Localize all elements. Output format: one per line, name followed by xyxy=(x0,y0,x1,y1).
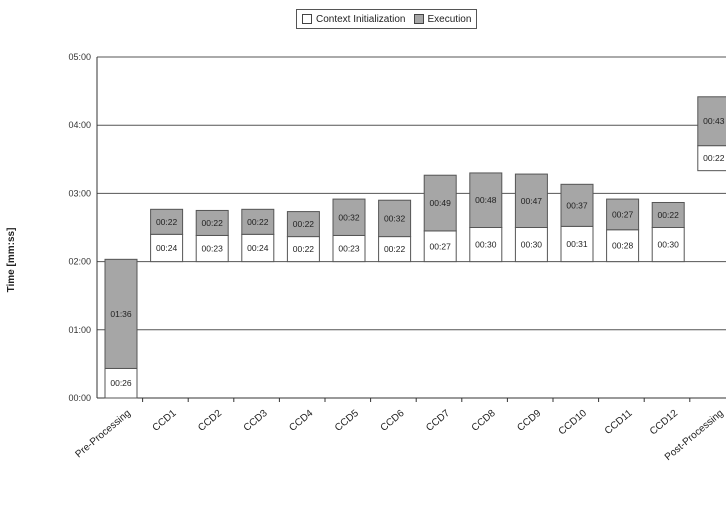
data-label: 00:27 xyxy=(430,241,452,251)
chart-legend: Context Initialization Execution xyxy=(296,9,478,29)
bar-segment-context-initialization xyxy=(606,229,640,263)
data-label: 00:22 xyxy=(293,219,315,229)
data-label: 00:22 xyxy=(293,244,315,254)
data-label: 00:43 xyxy=(703,116,725,126)
data-label: 00:49 xyxy=(430,198,452,208)
bar-segment-execution xyxy=(332,198,366,236)
x-tick-label: CCD12 xyxy=(648,408,681,438)
y-tick-label: 02:00 xyxy=(68,257,91,267)
data-label: 00:27 xyxy=(612,209,634,219)
bar-segment-execution xyxy=(560,183,594,227)
y-tick-label: 01:00 xyxy=(68,325,91,335)
y-tick-label: 03:00 xyxy=(68,188,91,198)
data-label: 00:26 xyxy=(110,378,132,388)
legend-swatch-context-initialization xyxy=(302,14,312,24)
bar-segment-execution xyxy=(241,208,275,235)
x-tick-label: CCD8 xyxy=(470,408,498,434)
bar-segment-execution xyxy=(606,198,640,231)
x-tick-label: CCD2 xyxy=(196,408,224,434)
bar-segment-execution xyxy=(104,258,138,369)
x-tick-label: CCD4 xyxy=(287,408,315,434)
bar-segment-execution xyxy=(651,201,685,228)
x-tick-label: CCD5 xyxy=(333,408,361,434)
bar-segment-execution xyxy=(150,208,184,235)
x-tick-label: CCD1 xyxy=(151,408,179,434)
data-label: 00:30 xyxy=(475,240,497,250)
legend-label-context-initialization: Context Initialization xyxy=(316,13,406,25)
x-tick-label: Pre-Processing xyxy=(73,408,132,460)
bar-segment-context-initialization xyxy=(150,233,184,263)
data-label: 01:36 xyxy=(110,309,132,319)
data-label: 00:22 xyxy=(202,218,224,228)
bar-segment-execution xyxy=(697,96,726,147)
data-label: 00:32 xyxy=(384,213,406,223)
bar-segment-execution xyxy=(286,211,320,238)
y-tick-label: 05:00 xyxy=(68,52,91,62)
bar-segment-context-initialization xyxy=(241,233,275,263)
data-label: 00:22 xyxy=(156,217,178,227)
x-tick-label: CCD7 xyxy=(424,408,452,434)
bar-segment-context-initialization xyxy=(514,227,548,263)
data-label: 00:37 xyxy=(566,200,588,210)
legend-swatch-execution xyxy=(413,14,424,24)
bar-segment-execution xyxy=(514,173,548,228)
bar-segment-context-initialization xyxy=(423,230,457,263)
data-label: 00:31 xyxy=(566,239,588,249)
x-tick-label: CCD3 xyxy=(242,408,270,434)
x-tick-label: CCD6 xyxy=(379,408,407,434)
bar-segment-execution xyxy=(423,174,457,232)
x-tick-label: CCD11 xyxy=(603,408,635,437)
data-label: 00:28 xyxy=(612,241,634,251)
data-label: 00:23 xyxy=(202,244,224,254)
bar-segment-context-initialization xyxy=(651,227,685,263)
data-label: 00:47 xyxy=(521,196,543,206)
data-label: 00:22 xyxy=(703,153,725,163)
x-tick-label: CCD9 xyxy=(515,408,543,434)
legend-label-execution: Execution xyxy=(427,13,472,25)
data-label: 00:30 xyxy=(521,240,543,250)
data-label: 00:22 xyxy=(384,244,406,254)
data-label: 00:24 xyxy=(247,243,269,253)
bar-segment-execution xyxy=(195,209,229,236)
data-label: 00:23 xyxy=(338,244,360,254)
data-label: 00:30 xyxy=(658,240,680,250)
data-label: 00:22 xyxy=(247,217,269,227)
bar-segment-execution xyxy=(469,172,503,229)
y-tick-label: 04:00 xyxy=(68,120,91,130)
data-label: 00:48 xyxy=(475,195,497,205)
x-tick-label: CCD10 xyxy=(557,408,590,438)
bar-segment-context-initialization xyxy=(560,225,594,263)
bar-segment-context-initialization xyxy=(104,367,138,399)
y-tick-label: 00:00 xyxy=(68,393,91,403)
data-label: 00:22 xyxy=(658,210,680,220)
data-label: 00:24 xyxy=(156,243,178,253)
data-label: 00:32 xyxy=(338,212,360,222)
bar-segment-context-initialization xyxy=(697,145,726,172)
bar-segment-context-initialization xyxy=(332,234,366,263)
bar-segment-execution xyxy=(378,199,412,238)
bar-segment-context-initialization xyxy=(195,234,229,263)
